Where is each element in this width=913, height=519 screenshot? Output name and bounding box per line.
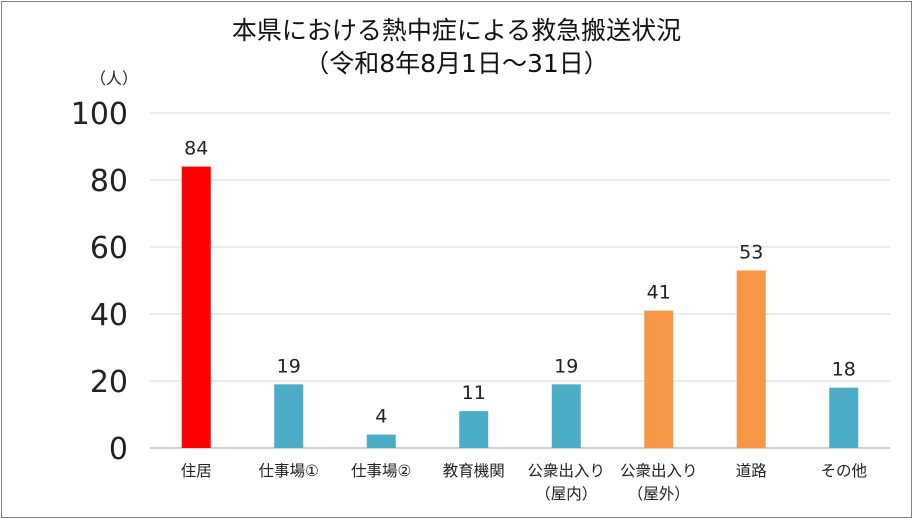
bar bbox=[644, 310, 674, 448]
bar bbox=[181, 166, 211, 448]
data-label: 84 bbox=[184, 138, 208, 160]
data-label: 18 bbox=[832, 359, 856, 381]
x-tick-label: （屋外） bbox=[628, 485, 690, 503]
y-tick-label: 80 bbox=[90, 164, 128, 199]
x-tick-label: その他 bbox=[820, 462, 867, 480]
data-label: 11 bbox=[462, 382, 486, 404]
x-tick-label: 道路 bbox=[736, 462, 768, 480]
data-label: 41 bbox=[647, 282, 671, 304]
x-tick-label: 仕事場② bbox=[351, 462, 411, 480]
y-tick-label: 100 bbox=[71, 97, 128, 132]
bar bbox=[274, 384, 304, 448]
x-tick-label: （屋内） bbox=[535, 485, 597, 503]
data-label: 4 bbox=[375, 406, 387, 428]
x-tick-label: 住居 bbox=[181, 462, 212, 480]
bar bbox=[551, 384, 581, 448]
chart-title-block: 本県における熱中症による救急搬送状況 （令和8年8月1日～31日） bbox=[0, 14, 913, 80]
y-tick-label: 40 bbox=[90, 298, 128, 333]
chart-subtitle: （令和8年8月1日～31日） bbox=[304, 49, 609, 78]
y-axis-unit-label: （人） bbox=[90, 69, 139, 88]
y-tick-label: 20 bbox=[90, 365, 128, 400]
y-tick-label: 0 bbox=[109, 432, 128, 467]
bar bbox=[829, 387, 859, 448]
data-label: 19 bbox=[554, 355, 578, 377]
bar bbox=[366, 434, 396, 448]
bar bbox=[736, 270, 766, 448]
x-tick-label: 公衆出入り bbox=[620, 462, 698, 480]
data-label: 53 bbox=[739, 241, 763, 263]
x-tick-label: 教育機関 bbox=[443, 462, 505, 480]
chart-title: 本県における熱中症による救急搬送状況 bbox=[231, 16, 682, 45]
x-tick-label: 公衆出入り bbox=[527, 462, 605, 480]
bar bbox=[459, 411, 489, 448]
x-tick-label: 仕事場① bbox=[259, 462, 319, 480]
data-label: 19 bbox=[277, 355, 301, 377]
y-tick-label: 60 bbox=[90, 231, 128, 266]
